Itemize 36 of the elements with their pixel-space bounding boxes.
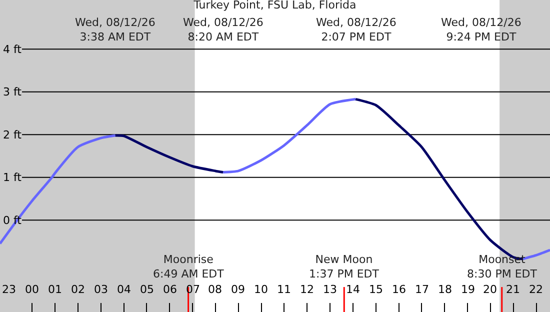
x-tick-label: 15: [369, 283, 383, 296]
x-tick-label: 14: [346, 283, 360, 296]
y-tick-label: 3 ft: [3, 86, 22, 99]
annotation: Wed, 08/12/26 2:07 PM EDT: [316, 16, 396, 44]
ref-line-label: Moonrise 6:49 AM EDT: [153, 253, 224, 280]
x-tick-label: 02: [71, 283, 85, 296]
x-tick-label: 05: [140, 283, 154, 296]
x-tick-label: 01: [48, 283, 62, 296]
x-tick-label: 00: [25, 283, 39, 296]
x-tick-label: 11: [277, 283, 291, 296]
x-tick-label: 04: [117, 283, 131, 296]
y-tick-label: 0 ft: [3, 214, 22, 227]
x-tick-label: 19: [461, 283, 475, 296]
x-tick-label: 23: [2, 283, 16, 296]
x-tick-label: 21: [506, 283, 520, 296]
x-tick-label: 03: [94, 283, 108, 296]
x-tick-label: 16: [392, 283, 406, 296]
x-tick-label: 17: [415, 283, 429, 296]
y-tick-label: 2 ft: [3, 128, 22, 142]
x-tick-label: 08: [208, 283, 222, 296]
x-tick-label: 20: [483, 283, 497, 296]
ref-line-label: Moonset 8:30 PM EDT: [467, 253, 538, 280]
x-tick-label: 22: [529, 283, 543, 296]
x-tick-label: 06: [163, 283, 177, 296]
y-tick-label: 1 ft: [3, 171, 22, 184]
x-tick-label: 12: [300, 283, 314, 296]
x-tick-label: 13: [323, 283, 337, 296]
ref-line-label: New Moon 1:37 PM EDT: [309, 253, 380, 280]
y-tick-label: 4 ft: [3, 43, 22, 56]
annotation: Wed, 08/12/26 3:38 AM EDT: [75, 16, 156, 44]
chart-title: Turkey Point, FSU Lab, Florida: [192, 0, 356, 12]
x-tick-label: 09: [231, 283, 245, 296]
x-tick-label: 18: [438, 283, 452, 296]
x-tick-label: 10: [254, 283, 268, 296]
annotation: Wed, 08/12/26 8:20 AM EDT: [183, 16, 264, 44]
annotation: Wed, 08/12/26 9:24 PM EDT: [441, 16, 522, 44]
